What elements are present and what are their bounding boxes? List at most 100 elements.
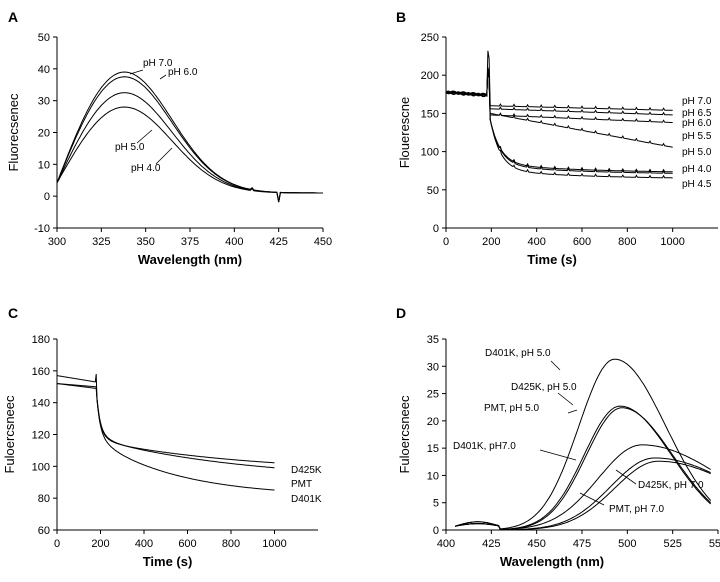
x-tick-label: 400 bbox=[527, 236, 545, 248]
y-tick-label: 60 bbox=[38, 525, 50, 537]
series-line bbox=[445, 67, 673, 179]
y-tick-label: 80 bbox=[38, 493, 50, 505]
series-label: PMT bbox=[291, 479, 312, 490]
x-tick-label: 375 bbox=[181, 236, 199, 248]
y-tick-label: 180 bbox=[32, 334, 50, 346]
series-label: PMT, pH 7.0 bbox=[609, 504, 664, 515]
x-tick-label: 800 bbox=[222, 538, 240, 550]
panel-d: D 0 5 10 15 20 25 30 35 400 425 450 475 500 525 550 Wave… bbox=[396, 305, 720, 569]
y-tick-label: 120 bbox=[32, 430, 50, 442]
y-tick-label: 10 bbox=[38, 159, 50, 171]
x-tick-label: 0 bbox=[54, 538, 60, 550]
y-tick-label: 0 bbox=[44, 191, 50, 203]
series-label: pH 7.0 bbox=[143, 58, 173, 69]
x-tick-label: 425 bbox=[482, 538, 500, 550]
series-line bbox=[56, 383, 275, 464]
annotation-leader bbox=[136, 129, 153, 144]
x-tick-label: 200 bbox=[482, 236, 500, 248]
panel-a: A -10 0 10 20 30 40 50 300 325 350 375 400 425 450 Wave… bbox=[6, 9, 332, 267]
series-line bbox=[445, 67, 673, 174]
x-tick-label: 800 bbox=[618, 236, 636, 248]
series-label: pH 4.5 bbox=[682, 179, 712, 190]
x-axis-label: Wavelength (nm) bbox=[138, 252, 242, 267]
series-line bbox=[57, 383, 275, 469]
y-tick-label: 30 bbox=[427, 361, 439, 373]
y-tick-label: 160 bbox=[32, 366, 50, 378]
y-tick-label: 150 bbox=[421, 108, 439, 120]
annotation-leader bbox=[567, 409, 578, 414]
y-tick-label: 140 bbox=[32, 398, 50, 410]
y-tick-label: 30 bbox=[38, 96, 50, 108]
y-tick-label: 50 bbox=[427, 185, 439, 197]
x-tick-label: 600 bbox=[178, 538, 196, 550]
series-label: D425K, pH 5.0 bbox=[511, 382, 577, 393]
annotation-leader bbox=[155, 147, 173, 165]
panel-label: D bbox=[396, 305, 406, 321]
annotation-leader bbox=[539, 449, 577, 461]
series-line bbox=[56, 106, 323, 203]
x-axis-label: Wavelength (nm) bbox=[500, 554, 604, 569]
x-tick-label: 525 bbox=[663, 538, 681, 550]
x-tick-label: 325 bbox=[92, 236, 110, 248]
x-tick-label: 1000 bbox=[660, 236, 684, 248]
series-label: pH 6.0 bbox=[168, 67, 198, 78]
panel-b: B 0 50 100 150 200 250 0 200 400 600 800 1000 Time (s… bbox=[396, 9, 718, 267]
series-label: pH 5.5 bbox=[682, 131, 712, 142]
y-axis-label: Fuloercsneec bbox=[2, 395, 17, 474]
x-tick-label: 425 bbox=[269, 236, 287, 248]
series-label: D401K, pH 5.0 bbox=[485, 348, 551, 359]
x-tick-label: 300 bbox=[48, 236, 66, 248]
panel-c: C 60 80 100 120 140 160 180 0 200 400 600 800 1000 Tim… bbox=[2, 305, 322, 569]
panel-label: A bbox=[8, 9, 18, 25]
x-tick-label: 400 bbox=[437, 538, 455, 550]
series-line bbox=[56, 71, 323, 202]
x-tick-label: 0 bbox=[443, 236, 449, 248]
y-tick-label: 35 bbox=[427, 334, 439, 346]
y-tick-label: 20 bbox=[427, 416, 439, 428]
series-label: D401K bbox=[291, 494, 322, 505]
y-tick-label: 5 bbox=[433, 498, 439, 510]
series-label: D425K, pH 7.0 bbox=[638, 480, 704, 491]
annotation-leader bbox=[615, 469, 637, 485]
series-line bbox=[455, 457, 711, 531]
y-tick-label: 50 bbox=[38, 32, 50, 44]
y-axis-label: Flouerescne bbox=[397, 97, 412, 169]
series-line bbox=[56, 373, 275, 491]
x-tick-label: 475 bbox=[573, 538, 591, 550]
x-tick-label: 350 bbox=[136, 236, 154, 248]
y-tick-label: 20 bbox=[38, 128, 50, 140]
series-line bbox=[445, 67, 673, 148]
series-line bbox=[445, 67, 673, 173]
y-tick-label: 25 bbox=[427, 389, 439, 401]
annotation-leader bbox=[159, 74, 167, 80]
series-line bbox=[445, 50, 673, 111]
x-tick-label: 400 bbox=[225, 236, 243, 248]
series-label: pH 6.5 bbox=[682, 108, 712, 119]
y-tick-label: 0 bbox=[433, 223, 439, 235]
x-tick-label: 550 bbox=[709, 538, 720, 550]
y-tick-label: 40 bbox=[38, 64, 50, 76]
y-tick-label: -10 bbox=[34, 223, 50, 235]
series-label: D401K, pH7.0 bbox=[453, 441, 516, 452]
y-tick-label: 15 bbox=[427, 443, 439, 455]
annotation-leader bbox=[579, 492, 605, 506]
annotation-leader bbox=[550, 360, 561, 371]
y-axis-label: Fuloercsneec bbox=[397, 395, 412, 474]
x-tick-label: 200 bbox=[91, 538, 109, 550]
y-tick-label: 10 bbox=[427, 470, 439, 482]
annotation-leader bbox=[129, 69, 144, 75]
panel-label: B bbox=[396, 9, 406, 25]
x-axis-label: Time (s) bbox=[143, 554, 193, 569]
y-tick-label: 0 bbox=[433, 525, 439, 537]
series-label: PMT, pH 5.0 bbox=[484, 403, 539, 414]
y-tick-label: 100 bbox=[421, 147, 439, 159]
x-tick-label: 400 bbox=[135, 538, 153, 550]
series-label: pH 6.0 bbox=[682, 118, 712, 129]
series-label: pH 4.0 bbox=[131, 163, 161, 174]
series-label: pH 4.0 bbox=[682, 164, 712, 175]
series-label: pH 5.0 bbox=[682, 147, 712, 158]
series-label: pH 5.0 bbox=[115, 142, 145, 153]
series-label: D425K bbox=[291, 465, 322, 476]
x-tick-label: 600 bbox=[573, 236, 591, 248]
